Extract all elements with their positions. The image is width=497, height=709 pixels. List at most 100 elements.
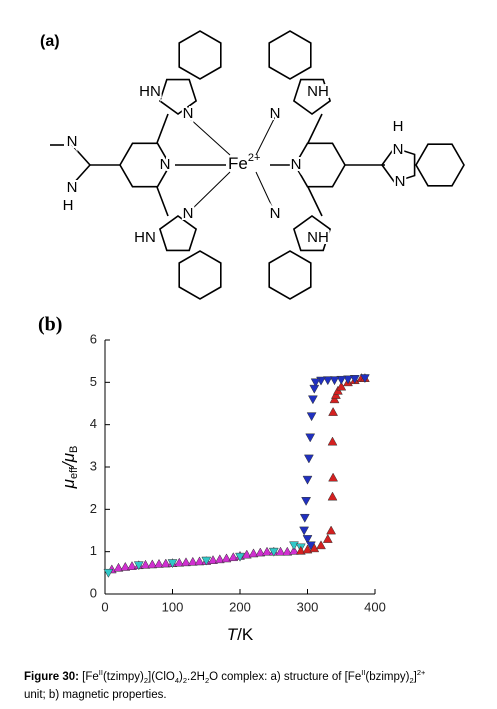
data-point — [349, 375, 360, 384]
x-axis-label: T/K — [227, 625, 254, 644]
bond — [156, 186, 169, 217]
bond — [71, 164, 91, 186]
data-point — [262, 546, 272, 556]
x-tick-label: 300 — [297, 599, 319, 614]
data-point — [302, 544, 313, 554]
data-point — [326, 525, 337, 535]
data-point — [167, 559, 178, 569]
y-tick-label: 0 — [90, 585, 97, 600]
atom-label: H — [393, 118, 404, 135]
data-point — [147, 559, 158, 569]
data-point — [328, 406, 339, 416]
caption-text: ) — [179, 670, 183, 683]
data-point — [289, 545, 299, 555]
x-label-part: /K — [237, 625, 254, 644]
figure-graphics: (a) Fe2+ (b) 0 1 2 3 4 5 6 0 100 200 300 400 T/K μe… — [38, 30, 465, 644]
data-point — [160, 558, 171, 568]
ring — [415, 143, 465, 187]
y-label-part: B — [68, 446, 80, 453]
coordination-bond — [255, 171, 276, 214]
y-tick-label: 4 — [90, 416, 97, 431]
y-label-part: eff — [68, 466, 80, 479]
data-point — [268, 547, 279, 557]
data-point — [316, 540, 326, 550]
ring — [158, 215, 198, 252]
atom-label: NH — [307, 83, 329, 100]
ring — [381, 146, 416, 184]
data-point — [181, 557, 191, 567]
atom-label: HN — [139, 83, 161, 100]
data-point — [359, 374, 370, 384]
ring — [178, 250, 222, 300]
data-point — [303, 454, 314, 464]
data-point — [255, 547, 266, 557]
ring — [292, 78, 332, 115]
y-label-part: /μ — [59, 452, 78, 468]
data-point — [235, 552, 245, 562]
data-point — [299, 526, 310, 536]
metal: Fe — [228, 154, 248, 173]
x-tick-label: 200 — [229, 599, 251, 614]
y-tick-label: 2 — [90, 501, 97, 516]
data-point — [302, 475, 313, 485]
metal-charge: 2+ — [248, 152, 261, 164]
y-tick-label: 3 — [90, 458, 97, 473]
data-point — [282, 546, 293, 556]
data-point — [275, 546, 286, 556]
data-point — [310, 378, 321, 388]
bond — [307, 186, 323, 217]
bond — [307, 113, 323, 144]
data-point — [322, 376, 333, 386]
x-tick-label: 0 — [101, 599, 108, 614]
y-label-part: μ — [59, 478, 78, 489]
data-point — [174, 557, 185, 567]
caption-text: ](ClO — [148, 670, 175, 683]
data-point — [295, 545, 306, 555]
data-point — [336, 375, 347, 385]
ring — [178, 30, 222, 80]
atom-label: N — [160, 156, 171, 173]
atom-label: N — [270, 205, 281, 222]
atom-label: N — [291, 156, 302, 173]
coordination-bond — [187, 116, 231, 156]
x-tick-label: 100 — [162, 599, 184, 614]
data-point — [103, 568, 114, 578]
data-point — [241, 549, 252, 559]
data-point — [214, 554, 225, 564]
caption: Figure 30: [FeII(tzimpy)2](ClO4)2.2H2O c… — [24, 666, 490, 702]
data-point — [221, 553, 232, 563]
data-point — [336, 381, 347, 391]
coordination-bond — [255, 116, 276, 156]
data-point — [154, 558, 164, 568]
x-tick-label: 400 — [364, 599, 386, 614]
ring — [268, 30, 312, 80]
metal-label: Fe2+ — [228, 152, 260, 174]
ring — [292, 215, 332, 252]
caption-sub: 2 — [409, 676, 414, 686]
data-point — [127, 561, 137, 570]
atom-label: H — [63, 197, 74, 214]
data-point — [328, 472, 339, 482]
data-point — [228, 552, 239, 562]
caption-text: .2H — [187, 670, 205, 683]
ring — [158, 78, 198, 115]
data-point — [302, 535, 313, 545]
data-point — [327, 436, 338, 446]
caption-sup: II — [361, 668, 366, 677]
data-point — [248, 548, 259, 558]
y-tick-label: 5 — [90, 374, 97, 389]
caption-sup: 2+ — [416, 668, 426, 677]
atom-label: N — [393, 141, 404, 158]
data-point — [327, 491, 338, 501]
data-point — [133, 561, 144, 571]
data-point — [201, 556, 212, 566]
bond — [71, 144, 91, 166]
data-point — [140, 559, 151, 569]
caption-text: O complex: a) structure of [Fe — [209, 670, 362, 683]
data-point — [343, 375, 353, 385]
caption-text: [Fe — [78, 670, 99, 683]
atom-label: HN — [134, 229, 156, 246]
caption-text: (bzimpy) — [365, 670, 410, 683]
data-point — [307, 395, 318, 405]
x-label-part: T — [227, 625, 239, 644]
